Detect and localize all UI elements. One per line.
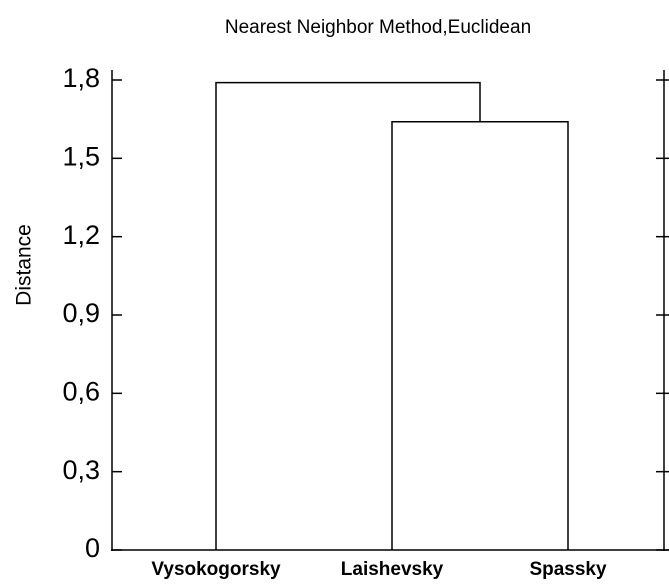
dendrogram-link bbox=[215, 81, 481, 550]
y-tick-label: 0,3 bbox=[62, 455, 100, 485]
x-tick-label: Spassky bbox=[529, 559, 607, 580]
y-tick-label: 0,9 bbox=[62, 298, 100, 328]
y-tick-label: 0,6 bbox=[62, 376, 100, 406]
y-tick-label: 1,8 bbox=[62, 63, 100, 93]
y-tick-label: 1,2 bbox=[62, 220, 100, 250]
y-axis-label: Distance bbox=[13, 224, 36, 306]
chart-title: Nearest Neighbor Method,Euclidean bbox=[225, 17, 531, 38]
x-tick-label: Laishevsky bbox=[341, 559, 444, 580]
dendrogram-link bbox=[391, 121, 569, 550]
x-tick-label: Vysokogorsky bbox=[151, 559, 281, 580]
y-tick-label: 0 bbox=[85, 533, 100, 563]
y-tick-label: 1,5 bbox=[62, 141, 100, 171]
